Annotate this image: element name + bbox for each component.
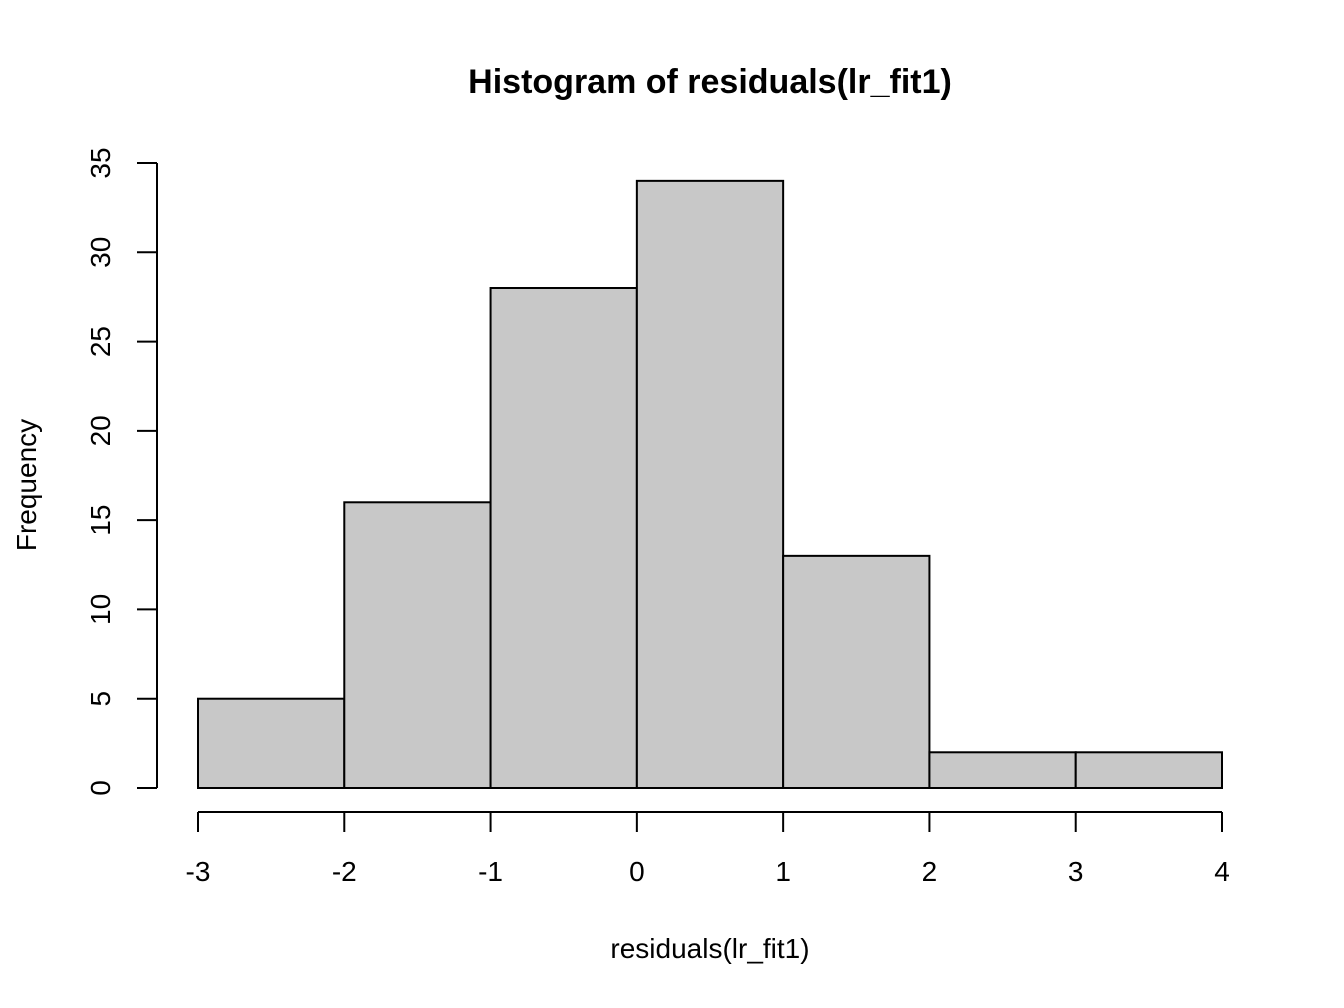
y-tick-label: 35 — [85, 147, 116, 178]
x-axis: -3 -2 -1 0 1 2 3 4 — [186, 811, 1230, 887]
x-tick-label: 1 — [775, 856, 791, 887]
histogram-bar-0 — [197, 697, 346, 790]
histogram-bar-5 — [928, 751, 1077, 789]
chart-title: Histogram of residuals(lr_fit1) — [468, 63, 952, 101]
y-tick-label: 10 — [85, 594, 116, 625]
x-tick-label: 3 — [1068, 856, 1084, 887]
histogram-bar-2 — [489, 287, 638, 789]
x-tick-label: -3 — [186, 856, 211, 887]
x-tick-label: -2 — [332, 856, 357, 887]
x-tick-label: -1 — [478, 856, 503, 887]
x-tick-label: 4 — [1214, 856, 1230, 887]
x-tick-label: 2 — [922, 856, 938, 887]
y-tick-label: 25 — [85, 326, 116, 357]
y-tick-label: 5 — [85, 691, 116, 707]
y-tick-label: 20 — [85, 415, 116, 446]
y-tick-label: 15 — [85, 505, 116, 536]
x-axis-title: residuals(lr_fit1) — [610, 933, 809, 964]
y-tick-label: 0 — [85, 780, 116, 796]
y-tick-label: 30 — [85, 237, 116, 268]
histogram-bar-6 — [1074, 751, 1223, 789]
x-tick-label: 0 — [629, 856, 645, 887]
histogram-bar-1 — [343, 501, 492, 789]
y-axis: 0 5 10 15 20 25 30 35 — [85, 147, 158, 796]
bars-group — [197, 179, 1223, 790]
histogram-bar-4 — [782, 554, 931, 789]
y-axis-title: Frequency — [11, 419, 42, 551]
histogram-bar-3 — [635, 179, 785, 790]
